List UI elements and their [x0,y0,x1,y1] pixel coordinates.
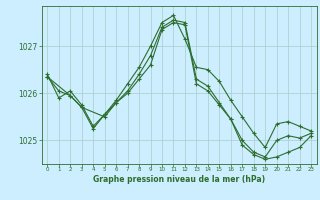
X-axis label: Graphe pression niveau de la mer (hPa): Graphe pression niveau de la mer (hPa) [93,175,265,184]
